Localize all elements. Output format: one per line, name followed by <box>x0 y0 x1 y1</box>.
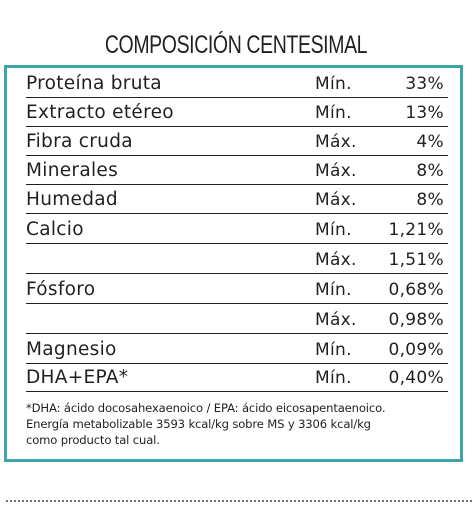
table-row: Calcio Mín. 1,21% <box>26 217 448 244</box>
section-title: COMPOSICIÓN CENTESIMAL <box>104 31 368 59</box>
table-row: Minerales Máx. 8% <box>26 158 448 185</box>
nutrient-value: 33% <box>405 74 444 94</box>
nutrient-value: 8% <box>416 190 444 210</box>
nutrient-value: 0,68% <box>388 280 444 300</box>
nutrient-qualifier: Mín. <box>315 103 352 123</box>
table-row: Fósforo Mín. 0,68% <box>26 277 448 304</box>
nutrient-qualifier: Mín. <box>315 368 352 388</box>
footnote-line: *DHA: ácido docosahexaenoico / EPA: ácid… <box>26 401 386 415</box>
nutrient-qualifier: Máx. <box>315 132 357 152</box>
nutrient-name: Humedad <box>26 189 118 210</box>
table-row: Humedad Máx. 8% <box>26 187 448 214</box>
nutrient-qualifier: Mín. <box>315 220 352 240</box>
nutrient-value: 4% <box>416 132 444 152</box>
table-row: Máx. 0,98% <box>26 307 448 334</box>
table-row: DHA+EPA* Mín. 0,40% <box>26 365 448 392</box>
nutrient-qualifier: Máx. <box>315 310 357 330</box>
nutrient-name: Proteína bruta <box>26 73 162 94</box>
nutrient-value: 1,21% <box>388 220 444 240</box>
nutrient-value: 8% <box>416 161 444 181</box>
nutrient-value: 13% <box>405 103 444 123</box>
nutrient-qualifier: Máx. <box>315 190 357 210</box>
table-row: Extracto etéreo Mín. 13% <box>26 100 448 127</box>
footnote-line: Energía metabolizable 3593 kcal/kg sobre… <box>26 417 371 431</box>
nutrient-name: DHA+EPA* <box>26 367 129 388</box>
footnote: *DHA: ácido docosahexaenoico / EPA: ácid… <box>26 400 456 448</box>
composition-table: Proteína bruta Mín. 33% Extracto etéreo … <box>4 65 463 462</box>
nutrient-value: 1,51% <box>388 250 444 270</box>
nutrient-name: Fósforo <box>26 279 96 300</box>
nutrient-name: Minerales <box>26 160 119 181</box>
table-row: Proteína bruta Mín. 33% <box>26 71 448 98</box>
nutrient-name: Calcio <box>26 219 84 240</box>
nutrient-qualifier: Máx. <box>315 161 357 181</box>
nutrient-name: Fibra cruda <box>26 131 133 152</box>
table-row: Máx. 1,51% <box>26 247 448 274</box>
nutrient-value: 0,09% <box>388 340 444 360</box>
nutrient-value: 0,40% <box>388 368 444 388</box>
nutrient-value: 0,98% <box>388 310 444 330</box>
footnote-line: como producto tal cual. <box>26 433 160 447</box>
nutrient-name: Magnesio <box>26 339 117 360</box>
table-row: Magnesio Mín. 0,09% <box>26 337 448 364</box>
nutrient-qualifier: Mín. <box>315 74 352 94</box>
nutrient-qualifier: Mín. <box>315 340 352 360</box>
table-row: Fibra cruda Máx. 4% <box>26 129 448 156</box>
nutrient-qualifier: Mín. <box>315 280 352 300</box>
nutrient-name: Extracto etéreo <box>26 102 174 123</box>
dotted-divider <box>6 500 472 502</box>
nutrient-qualifier: Máx. <box>315 250 357 270</box>
